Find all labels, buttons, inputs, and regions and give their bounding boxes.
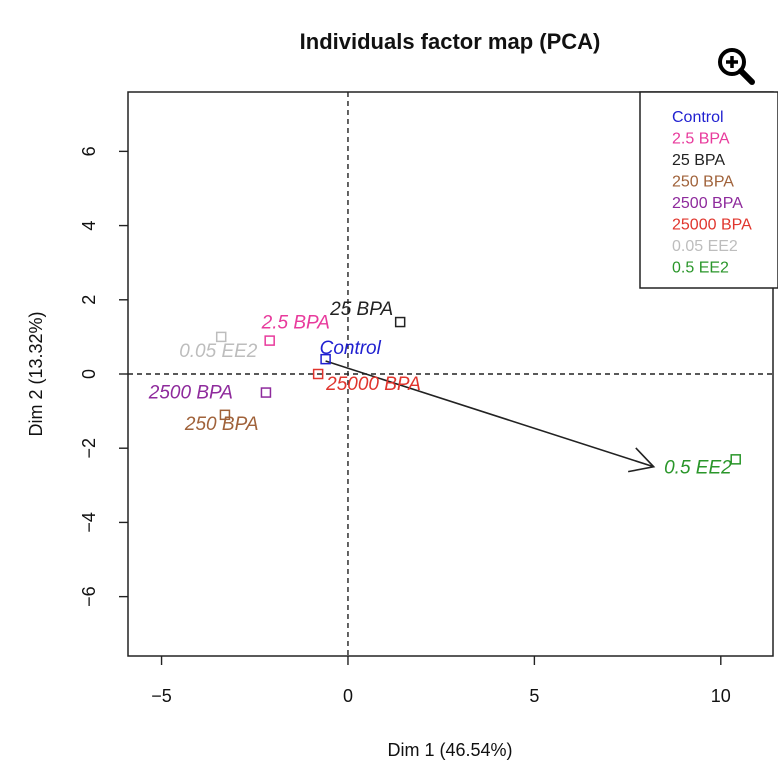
x-tick-label: 10	[711, 686, 731, 706]
point-label-2-5-bpa: 2.5 BPA	[261, 313, 330, 334]
legend-entry-25-bpa: 25 BPA	[672, 152, 725, 169]
legend-entry-25000-bpa: 25000 BPA	[672, 217, 752, 234]
zoom-in-icon	[718, 48, 755, 85]
point-label-25000-bpa: 25000 BPA	[325, 374, 421, 395]
point-marker-0-5-ee2	[730, 454, 741, 465]
point-label-2500-bpa: 2500 BPA	[148, 383, 233, 404]
x-tick-label: 5	[529, 686, 539, 706]
y-tick-label: −2	[79, 438, 99, 459]
y-tick-label: 2	[79, 295, 99, 305]
zoom-in-button[interactable]	[714, 44, 758, 88]
legend: Control 2.5 BPA 25 BPA 250 BPA 2500 BPA 25000…	[639, 91, 778, 289]
point-marker-2500-bpa	[260, 387, 272, 398]
legend-entry-2500-bpa: 2500 BPA	[672, 195, 743, 212]
legend-entry-control: Control	[672, 109, 724, 126]
y-tick-label: 6	[79, 146, 99, 156]
y-axis-label: Dim 2 (13.32%)	[26, 311, 46, 436]
x-tick-label: −5	[151, 686, 172, 706]
point-marker-2-5-bpa	[264, 335, 275, 346]
y-tick-label: −6	[79, 586, 99, 607]
point-marker-250-bpa	[219, 409, 231, 421]
legend-entry-2-5-bpa: 2.5 BPA	[672, 131, 730, 148]
point-label-0-5-ee2: 0.5 EE2	[664, 457, 732, 478]
x-axis-label: Dim 1 (46.54%)	[387, 740, 512, 760]
arrow-shaft	[325, 360, 654, 468]
point-marker-25-bpa	[394, 316, 406, 328]
y-tick-label: 4	[79, 221, 99, 231]
y-tick-label: 0	[79, 369, 99, 379]
legend-box	[639, 91, 778, 289]
x-axis: −5 0 5 10	[151, 656, 731, 706]
point-label-250-bpa: 250 BPA	[184, 414, 259, 435]
arrow-head	[628, 447, 656, 473]
y-axis: −6 −4 −2 0 2 4 6	[79, 146, 128, 607]
point-label-control: Control	[320, 338, 382, 359]
chart-title: Individuals factor map (PCA)	[300, 29, 601, 54]
point-marker-25000-bpa	[312, 368, 324, 380]
point-label-0-05-ee2: 0.05 EE2	[179, 341, 258, 362]
point-marker-0-05-ee2	[215, 331, 227, 343]
point-label-25-bpa: 25 BPA	[329, 299, 393, 320]
legend-entry-250-bpa: 250 BPA	[672, 174, 734, 191]
legend-entry-0-5-ee2: 0.5 EE2	[672, 260, 729, 277]
y-tick-label: −4	[79, 512, 99, 533]
point-marker-control	[320, 353, 331, 365]
legend-entry-0-05-ee2: 0.05 EE2	[672, 238, 738, 255]
x-tick-label: 0	[343, 686, 353, 706]
